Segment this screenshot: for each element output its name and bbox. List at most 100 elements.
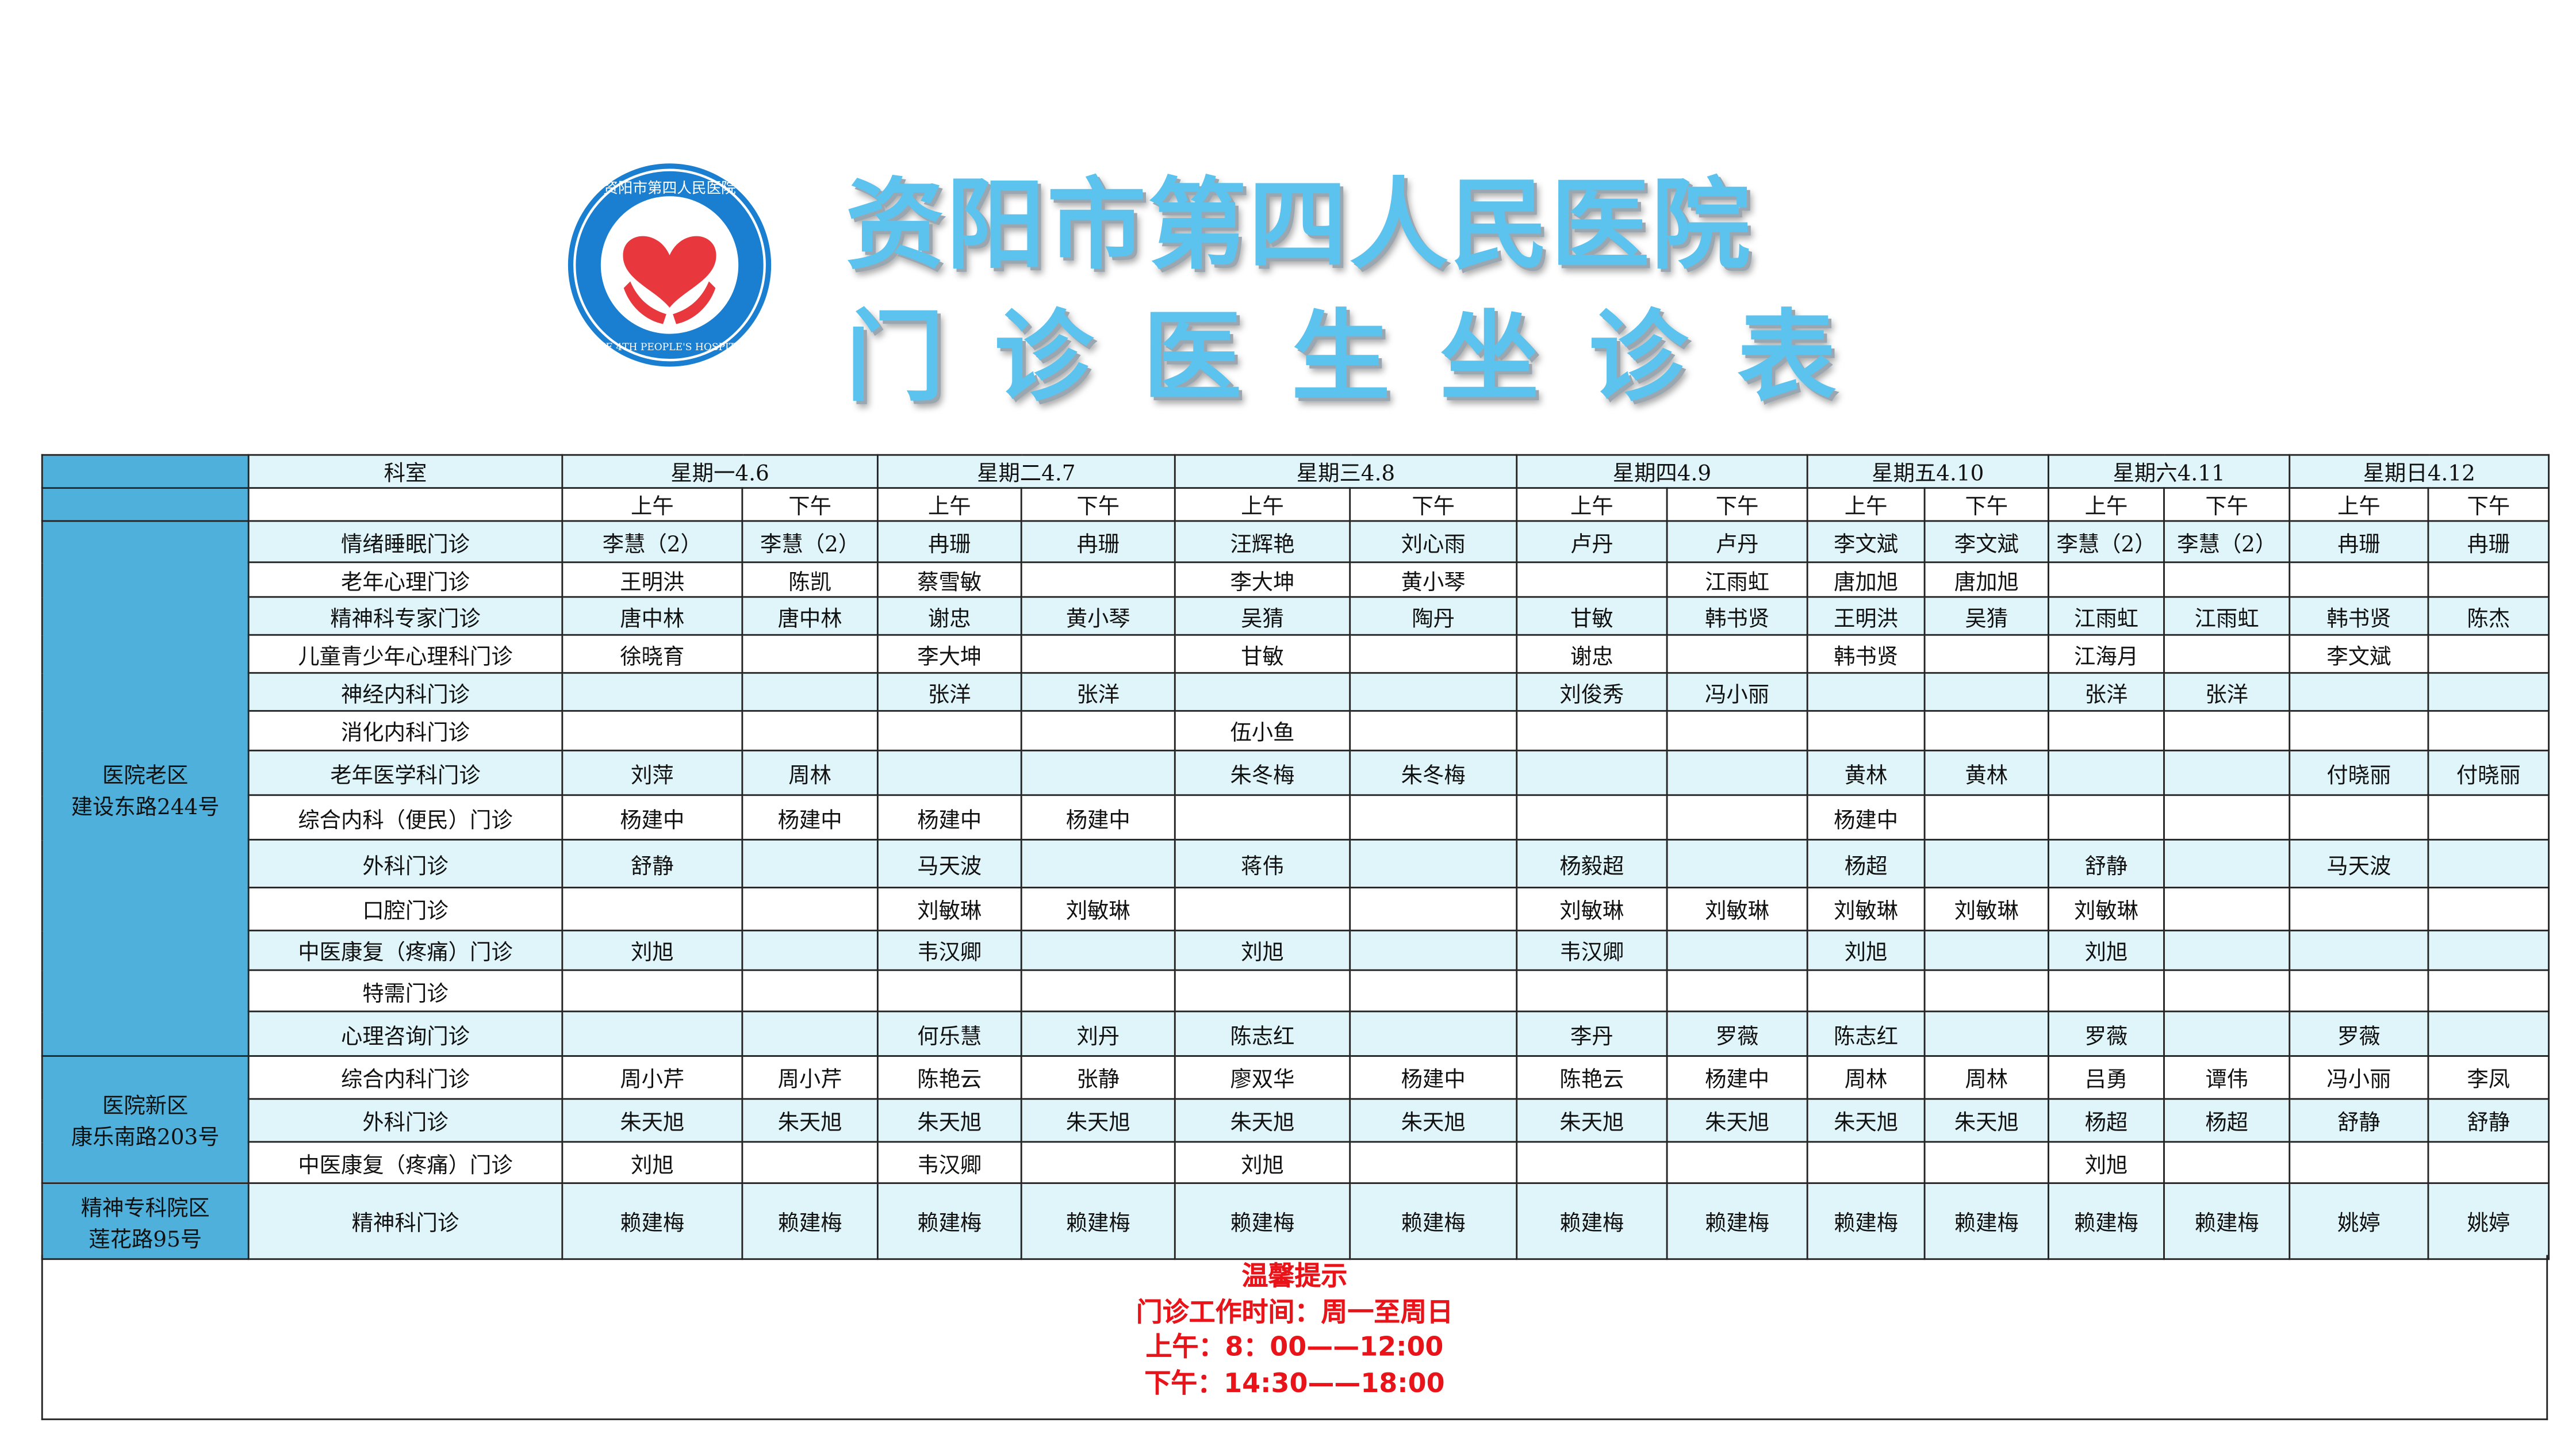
doctor-cell: 汪辉艳 — [1174, 520, 1351, 564]
pm-header: 下午 — [2427, 487, 2550, 522]
pm-header: 下午 — [741, 487, 879, 522]
doctor-cell: 谢忠 — [1516, 634, 1668, 674]
doctor-cell — [1349, 887, 1518, 931]
dept-header: 科室 — [247, 454, 564, 489]
doctor-cell — [2163, 794, 2291, 841]
doctor-cell: 付晓丽 — [2288, 749, 2429, 796]
doctor-cell: 黄林 — [1923, 749, 2049, 796]
doctor-cell — [2048, 710, 2165, 752]
day-header: 星期六4.11 — [2048, 454, 2291, 489]
doctor-cell: 刘敏琳 — [1806, 887, 1926, 931]
doctor-cell: 唐加旭 — [1806, 561, 1926, 598]
doctor-cell: 赖建梅 — [2048, 1182, 2165, 1260]
doctor-cell — [1020, 969, 1176, 1013]
schedule-row: 老年医学科门诊 刘萍 周林 朱冬梅 朱冬梅 黄林 黄林 付晓丽 付晓丽 — [42, 749, 2550, 796]
dept-name: 精神科专家门诊 — [247, 596, 564, 636]
doctor-cell — [741, 672, 879, 712]
campus-cell: 医院老区 建设东路244号 — [41, 520, 250, 1057]
doctor-cell: 陈志红 — [1806, 1010, 1926, 1057]
doctor-cell: 朱天旭 — [1174, 1098, 1351, 1143]
schedule-row: 精神专科院区 莲花路95号 精神科门诊 赖建梅 赖建梅 赖建梅 赖建梅 赖建梅 赖建梅 赖建梅 赖建… — [41, 1182, 2550, 1260]
doctor-cell — [2427, 929, 2550, 971]
campus-name: 医院新区 — [102, 1095, 189, 1120]
doctor-cell — [741, 710, 879, 752]
doctor-cell: 韦汉卿 — [876, 1141, 1022, 1184]
dept-name: 特需门诊 — [247, 969, 564, 1013]
doctor-cell — [1516, 749, 1668, 796]
doctor-cell: 刘旭 — [561, 929, 743, 971]
notice-pm: 下午：14:30——18:00 — [1144, 1366, 1445, 1398]
doctor-cell — [1666, 634, 1808, 674]
doctor-cell — [1923, 1010, 2049, 1057]
dept-name: 综合内科（便民）门诊 — [247, 794, 564, 841]
doctor-cell — [1923, 710, 2049, 752]
doctor-cell: 李慧（2） — [561, 520, 743, 564]
doctor-cell: 赖建梅 — [876, 1182, 1022, 1260]
pm-header: 下午 — [1020, 487, 1176, 522]
area-header-cell — [41, 454, 250, 489]
dept-name: 神经内科门诊 — [247, 672, 564, 712]
doctor-cell: 谭伟 — [2163, 1055, 2291, 1100]
doctor-cell: 赖建梅 — [1516, 1182, 1668, 1260]
doctor-cell — [1666, 929, 1808, 971]
day-header: 星期四4.9 — [1516, 454, 1808, 489]
doctor-cell: 廖双华 — [1174, 1055, 1351, 1100]
doctor-cell: 江雨虹 — [1666, 561, 1808, 598]
hospital-logo: 资阳市第四人民医院 THE 4TH PEOPLE'S HOSPITAL — [568, 163, 772, 367]
doctor-cell: 冉珊 — [1020, 520, 1176, 564]
doctor-cell — [741, 634, 879, 674]
doctor-cell: 徐晓育 — [561, 634, 743, 674]
doctor-cell: 冯小丽 — [1666, 672, 1808, 712]
doctor-cell: 周林 — [741, 749, 879, 796]
doctor-cell: 杨超 — [2048, 1098, 2165, 1143]
doctor-cell — [2163, 710, 2291, 752]
dept-name: 外科门诊 — [247, 1098, 564, 1143]
doctor-cell — [1349, 1141, 1518, 1184]
doctor-cell: 卢丹 — [1666, 520, 1808, 564]
doctor-cell: 伍小鱼 — [1174, 710, 1351, 752]
doctor-cell — [561, 710, 743, 752]
doctor-cell — [2427, 561, 2550, 598]
doctor-cell — [1174, 672, 1351, 712]
doctor-cell: 罗薇 — [2288, 1010, 2429, 1057]
doctor-cell — [876, 969, 1022, 1013]
doctor-cell — [1349, 1010, 1518, 1057]
doctor-cell: 江海月 — [2048, 634, 2165, 674]
area-header-cell — [41, 487, 250, 522]
campus-address: 康乐南路203号 — [71, 1126, 220, 1151]
doctor-cell — [741, 1010, 879, 1057]
doctor-cell — [1923, 838, 2049, 889]
doctor-cell — [2163, 838, 2291, 889]
schedule-row: 中医康复（疼痛）门诊 刘旭 韦汉卿 刘旭 韦汉卿 刘旭 刘旭 — [42, 929, 2550, 971]
pm-header: 下午 — [2163, 487, 2291, 522]
doctor-cell: 朱冬梅 — [1174, 749, 1351, 796]
doctor-cell — [1516, 969, 1668, 1013]
doctor-cell: 刘旭 — [2048, 1141, 2165, 1184]
doctor-cell — [2163, 634, 2291, 674]
doctor-cell — [2427, 710, 2550, 752]
doctor-cell — [1666, 749, 1808, 796]
notice-box: 温馨提示 门诊工作时间：周一至周日 上午：8：00——12:00 下午：14:3… — [41, 1255, 2548, 1420]
doctor-cell: 刘敏琳 — [876, 887, 1022, 931]
doctor-cell — [1806, 710, 1926, 752]
doctor-cell: 周林 — [1923, 1055, 2049, 1100]
header-session-row: 上午 下午 上午 下午 上午 下午 上午 下午 上午 下午 上午 下午 上午 下午 — [41, 487, 2550, 522]
schedule-row: 外科门诊 朱天旭 朱天旭 朱天旭 朱天旭 朱天旭 朱天旭 朱天旭 朱天旭 朱天旭 朱天旭 杨超 杨超 舒静… — [42, 1098, 2550, 1143]
doctor-cell: 陈志红 — [1174, 1010, 1351, 1057]
day-header: 星期二4.7 — [876, 454, 1176, 489]
doctor-cell: 李文斌 — [1923, 520, 2049, 564]
doctor-cell: 赖建梅 — [1806, 1182, 1926, 1260]
doctor-cell: 朱天旭 — [1666, 1098, 1808, 1143]
notice-hours: 门诊工作时间：周一至周日 — [1136, 1295, 1454, 1327]
campus-address: 建设东路244号 — [71, 795, 220, 820]
doctor-cell — [2427, 887, 2550, 931]
campus-name: 精神专科院区 — [80, 1196, 210, 1221]
doctor-cell: 杨超 — [2163, 1098, 2291, 1143]
doctor-cell — [1806, 672, 1926, 712]
doctor-cell: 马天波 — [876, 838, 1022, 889]
doctor-cell — [1349, 838, 1518, 889]
dept-name: 心理咨询门诊 — [247, 1010, 564, 1057]
doctor-cell — [1174, 969, 1351, 1013]
doctor-cell: 朱天旭 — [561, 1098, 743, 1143]
doctor-cell: 赖建梅 — [1020, 1182, 1176, 1260]
